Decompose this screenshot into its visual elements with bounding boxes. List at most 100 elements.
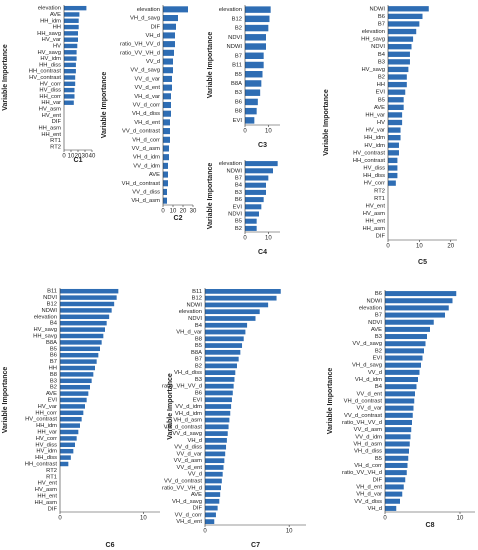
bar [205,390,233,396]
category-label: VH_d_corr [132,137,160,143]
category-label: HH_contrast [353,158,386,164]
bar [385,362,421,368]
category-label: VH_d_asm [173,418,202,424]
category-label: B11 [192,289,202,295]
bar [388,165,398,171]
category-label: HH_corr [39,94,61,100]
bar [60,295,117,300]
bar [385,355,423,361]
category-label: AVE [371,327,382,333]
bar [64,56,77,61]
category-label: B7 [378,21,385,27]
bar [163,180,168,187]
bar [385,441,410,447]
category-label: HV_savg [33,327,57,333]
category-label: B6 [375,291,382,297]
bar [388,36,414,42]
category-label: VH_d_corr [354,463,382,469]
category-label: VV_d [368,370,382,376]
bar [205,383,234,389]
x-tick-label: 0 [243,236,247,242]
category-label: HV_idm [364,143,385,149]
category-label: B5 [235,72,242,78]
bar [205,289,281,294]
bar [388,104,404,110]
category-label: AVE [191,492,202,498]
category-label: HH [377,82,385,88]
category-label: HH_asm [362,226,385,232]
bar [245,204,262,210]
x-tick-label: 10 [265,129,272,135]
x-tick-label: 0 [203,529,207,535]
category-label: HV_diss [35,442,57,448]
category-label: EVI [48,398,58,404]
category-label: VH_d_savg [352,363,382,369]
category-label: HV_idm [40,56,61,62]
bar [205,343,243,348]
x-tick-label: 10 [286,529,293,535]
bar [388,59,410,65]
bar [60,378,92,384]
x-tick-label: 0 [58,516,62,522]
x-tick-label: 10 [265,236,272,242]
bar [245,80,262,87]
category-label: B2 [378,75,385,81]
bar [205,451,226,457]
category-label: DIF [52,119,62,125]
bar [60,288,119,294]
x-axis-label: C1 [74,157,83,164]
category-label: B4 [235,183,243,189]
bar [64,24,79,30]
bar [163,197,167,204]
bar [245,98,258,106]
category-label: NDVI [43,295,57,301]
bar [385,419,412,425]
bar [385,491,403,497]
category-label: HH_var [41,100,61,106]
category-label: DIF [193,506,203,512]
category-label: VH_d_ent [176,519,202,525]
category-label: AVE [50,12,61,18]
bar [163,23,176,30]
category-label: NDWI [370,6,386,12]
category-label: B2 [235,26,242,32]
bar [60,333,104,339]
bar [205,471,223,477]
bar [205,485,221,491]
bar [64,43,78,49]
category-label: VH_d [145,33,160,39]
bar [385,398,415,404]
category-label: VV_d_contrast [164,479,202,485]
bar [64,94,75,99]
bar [385,291,457,297]
category-label: elevation [219,7,242,13]
category-label: NDWI [227,44,243,50]
category-label: B8A [231,81,242,87]
bar [388,66,409,73]
category-label: EVI [193,397,203,403]
category-label: DIF [48,506,58,512]
bar [385,470,407,476]
category-label: HV_contrast [353,150,385,156]
category-label: elevation [362,29,385,35]
category-label: VH_d_diss [174,370,202,376]
category-label: VV_d_contrast [344,413,382,419]
bar [60,372,94,377]
bar [388,135,401,141]
bar [163,128,170,135]
category-label: VH_d_asm [131,198,160,204]
category-label: ratio_VH_VV_d [120,42,160,48]
category-label: HV_asm [363,211,385,217]
category-label: VV_d_diss [174,445,202,451]
category-label: ratio_VH_VV_d [342,420,382,426]
category-label: VH_d_ent [134,120,160,126]
category-label: HH_diss [35,455,57,461]
category-label: elevation [179,309,202,315]
bar [64,87,75,93]
category-label: VH_d_idm [355,377,382,383]
category-label: VV_d [146,59,160,65]
category-label: HV_ent [366,203,386,209]
category-label: HH_idm [36,423,57,429]
y-axis-label: Variable Importance [207,32,214,99]
